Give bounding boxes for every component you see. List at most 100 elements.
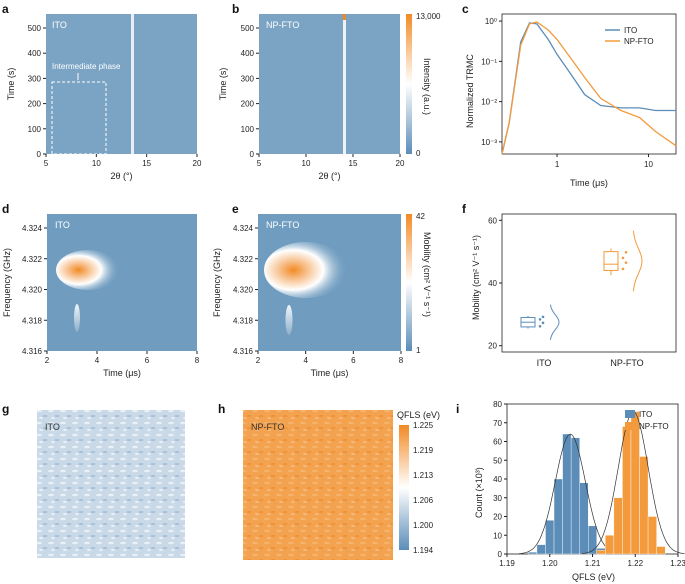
hist-bar-np-fto [613,497,623,555]
trmc-line-ito [501,22,676,155]
ytick-label: 300 [241,74,255,83]
xtick-label: 15 [349,159,358,168]
ytick-label: 0 [37,150,42,159]
cbar-b-min: 0 [416,149,421,158]
hist-bar-ito [545,520,555,555]
panel-i: i 1.19 1.20 1.21 1.22 1.23 0 10 20 30 40 50 60 70 80 I… [456,400,685,582]
sample-label-d: ITO [55,220,70,230]
hist-bar-np-fto [630,411,640,555]
xtick-label: 8 [399,356,404,365]
ytick-label: 4.322 [233,255,254,264]
legend-label: ITO [624,26,637,35]
panel-letter-a: a [2,2,9,16]
box-point [541,321,545,325]
xtick-label: 1 [555,160,560,169]
xtick-label: 10 [644,160,653,169]
hist-bar-ito [562,433,572,555]
ytick-label: 20 [493,513,502,522]
panel-b: b NP-FTO 13,000 0 Intensity (a.u.) 5 10 15… [218,2,441,181]
legend-swatch [625,410,635,418]
cbar-e-min: 1 [416,346,421,355]
cbar-h-tick: 1.200 [413,521,434,530]
ytick-label: 40 [493,475,502,484]
xtick-label: 6 [145,356,150,365]
qfls-map-npfto [243,410,393,560]
cbar-e-max: 42 [416,212,425,221]
ytick-label: 4.318 [22,316,43,325]
panel-letter-e: e [232,202,239,216]
ytick-label: 10⁻² [481,98,497,107]
heatmap-b [259,14,400,154]
mobility-tail-e [285,305,293,335]
panel-g: g ITO [2,402,185,558]
heatmap-a [46,14,197,154]
cbar-h-tick: 1.213 [413,471,434,480]
ytick-label: 100 [241,125,255,134]
xtick-label: 1.20 [542,559,558,568]
ytick-label: 50 [493,456,502,465]
ytick-label: 200 [28,100,42,109]
cbar-b-max: 13,000 [416,12,441,21]
ytick-label: 10⁻³ [481,138,497,147]
panel-letter-f: f [462,202,467,216]
ytick-label: 4.320 [233,286,254,295]
plot-frame-c [501,13,677,155]
panel-e: e NP-FTO 42 1 Mobility (cm² V⁻¹ s⁻¹) 2 4 6… [212,202,432,378]
mobility-tail-d [74,304,80,332]
xtick-label: 1.19 [499,559,515,568]
xtick-label: 10 [302,159,311,168]
box-point [538,318,542,321]
sample-label-h: NP-FTO [251,422,284,432]
panel-f: f ITO NP-FTO 20 40 60 Mobility (cm² V⁻¹ s⁻¹) [462,202,677,368]
intermediate-phase-box [51,81,107,155]
ylabel-d: Frequency (GHz) [2,248,12,317]
legend-swatch [625,422,635,430]
hist-bar-np-fto [656,546,666,555]
panel-c: c 1 10 10⁰ 10⁻¹ 10⁻² 10⁻³ ITO NP-FTO Normalized… [462,2,677,188]
ylabel-a: Time (s) [6,68,16,101]
xlabel-e: Time (μs) [311,368,349,378]
cbar-h-tick: 1.219 [413,446,434,455]
ytick-label: 500 [241,24,255,33]
box-point [621,267,625,271]
ylabel-f: Mobility (cm² V⁻¹ s⁻¹) [471,235,481,320]
xtick-label: 5 [44,159,49,168]
colorbar-b [406,14,412,154]
legend-label: NP-FTO [624,37,654,46]
hist-bar-np-fto [622,426,632,555]
hist-bar-np-fto [639,456,649,555]
xtick-label: 8 [195,356,200,365]
ytick-label: 0 [498,550,503,559]
ytick-label: 10⁻¹ [481,57,497,66]
density-curve [632,230,643,292]
plot-frame-f [501,213,677,353]
hist-bar-np-fto [605,535,615,555]
hist-bar-ito [536,544,546,555]
ytick-label: 400 [241,49,255,58]
xtick-label: 20 [193,159,202,168]
hist-bar-ito [570,437,580,555]
gaussian-fit [518,433,622,555]
ytick-label: 40 [488,279,497,288]
xtick-label: 15 [142,159,151,168]
ytick-label: 4.316 [22,347,43,356]
ylabel-b: Time (s) [218,68,228,101]
diffraction-line-b [343,14,346,154]
ytick-label: 400 [28,49,42,58]
diffraction-line-a [131,14,134,154]
panel-letter-g: g [2,402,9,416]
ytick-label: 4.324 [22,224,43,233]
annotation-intermediate-phase: Intermediate phase [52,62,121,71]
ytick-label: 4.324 [233,224,254,233]
hist-bar-ito [528,551,538,555]
sample-label-b: NP-FTO [266,20,299,30]
cbar-b-label: Intensity (a.u.) [422,58,432,115]
hist-bar-np-fto [647,516,657,555]
box-point [541,315,545,319]
xtick-label: 1.21 [585,559,601,568]
box-point [624,250,628,254]
ytick-label: 4.320 [22,286,43,295]
ytick-label: 100 [28,125,42,134]
category-label: ITO [537,358,552,368]
